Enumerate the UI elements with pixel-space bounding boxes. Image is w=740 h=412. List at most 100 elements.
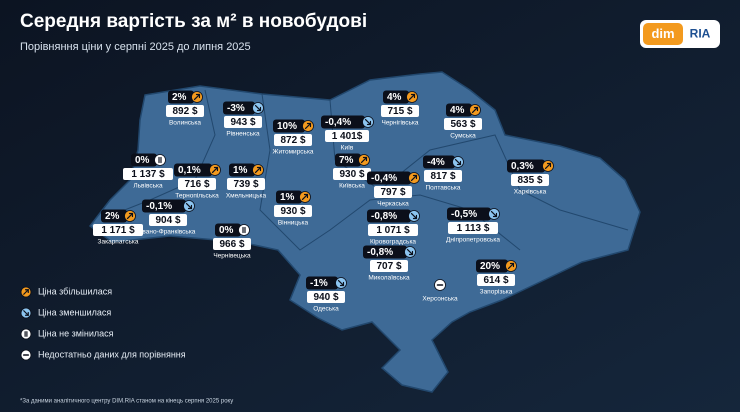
change-text: -0,4% [325,117,351,128]
region-name: Кіровоградська [370,238,416,246]
region-label: 7% 930 $ Київська [333,153,371,190]
region-name: Тернопільська [175,192,219,200]
price-box [381,105,419,117]
region-name: Закарпатська [98,239,139,246]
region-label: -0,8% 1 071 $ Кіровоградська [367,209,420,246]
region-label: 10% 872 $ Житомирська [272,119,314,156]
price-text: 940 $ [313,292,338,303]
trend-icon [335,277,347,289]
change-badge [335,153,361,167]
trend-icon [358,154,370,166]
icon-glyph [408,93,416,101]
title: Середня вартість за м² в новобудові [20,11,367,32]
trend-icon [488,208,500,220]
price-box [307,291,345,303]
region-label: 0,3% 835 $ Харківська [507,159,554,196]
price-box [424,170,462,182]
trend-icon [252,102,264,114]
region-label: Херсонська [422,279,458,303]
change-text: -3% [227,103,245,114]
region-label: 1% 930 $ Вінницька [274,190,312,227]
change-text: -0,4% [371,173,397,184]
price-box [370,260,408,272]
icon-glyph [412,174,418,180]
region-label: 0% 1 137 $ Львівська [123,153,173,190]
region-name: Запорізька [480,288,513,296]
region-name: Харківська [514,188,547,196]
trend-icon [505,260,517,272]
change-badge [229,163,255,177]
icon-glyph [213,166,219,172]
change-badge [423,155,455,169]
icon-glyph [126,212,134,220]
icon-glyph [254,104,262,112]
price-box [511,174,549,186]
change-text: -0,8% [367,247,393,258]
region-name: Полтавська [425,185,460,192]
region-label: -3% 943 $ Рівненська [223,101,264,138]
change-badge [363,245,407,259]
trend-icon [20,307,32,319]
trend-icon [183,200,195,212]
icon-glyph [187,204,193,210]
trend-icon [408,172,420,184]
region-label: -0,4% 1 401$ Київ [321,115,374,152]
region-name: Івано-Франківська [141,228,196,236]
change-text: -0,8% [371,211,397,222]
region-label: 2% 1 171 $ Закарпатська [93,209,143,246]
icon-glyph [256,106,262,112]
trend-icon [20,328,32,340]
trend-icon [124,210,136,222]
trend-icon [154,154,166,166]
price-box [274,205,312,217]
change-badge [168,90,194,104]
icon-glyph [410,174,418,182]
price-text: 716 $ [184,179,209,190]
icon-glyph [339,281,345,287]
icon-circle [154,154,166,166]
change-text: 0% [135,155,150,166]
icon-glyph [301,193,309,201]
legend-item: Ціна зменшилася [20,307,111,319]
region-label: 4% 563 $ Сумська [444,103,482,140]
logo: dim RIA [640,20,720,48]
change-text: 0,1% [178,165,201,176]
legend-label: Недостатньо даних для порівняння [38,349,186,359]
icon-glyph [456,160,462,166]
icon-glyph [193,93,201,101]
price-box [274,134,312,146]
price-box [374,186,412,198]
change-text: -1% [310,278,328,289]
icon-glyph [24,289,29,294]
region-label: 1% 739 $ Хмельницька [226,163,267,200]
region-name: Вінницька [278,219,309,227]
change-badge [367,209,411,223]
icon-glyph [23,289,29,295]
region-label: -0,8% 707 $ Миколаївська [363,245,416,282]
icon-glyph [492,212,498,218]
trend-icon [452,156,464,168]
region-name: Одеська [313,306,339,313]
change-text: 20% [480,261,500,272]
region-label: 4% 715 $ Чернігівська [381,90,419,127]
icon-circle [238,224,250,236]
trend-icon [209,164,221,176]
price-text: 739 $ [233,179,258,190]
region-label: 0% 966 $ Чернівецька [213,223,251,260]
legend-label: Ціна зменшилася [38,307,111,317]
trend-icon [238,224,250,236]
price-text: 930 $ [339,169,364,180]
change-badge [321,115,365,129]
region-label: 20% 614 $ Запорізька [476,259,517,296]
icon-glyph [408,250,414,256]
trend-icon [434,279,446,291]
trend-icon [404,246,416,258]
price-text: 797 $ [380,187,405,198]
change-text: 1% [280,192,295,203]
icon-glyph [366,120,372,126]
change-badge [476,259,508,273]
region-name: Сумська [450,133,476,140]
trend-icon [299,191,311,203]
trend-icon [542,160,554,172]
